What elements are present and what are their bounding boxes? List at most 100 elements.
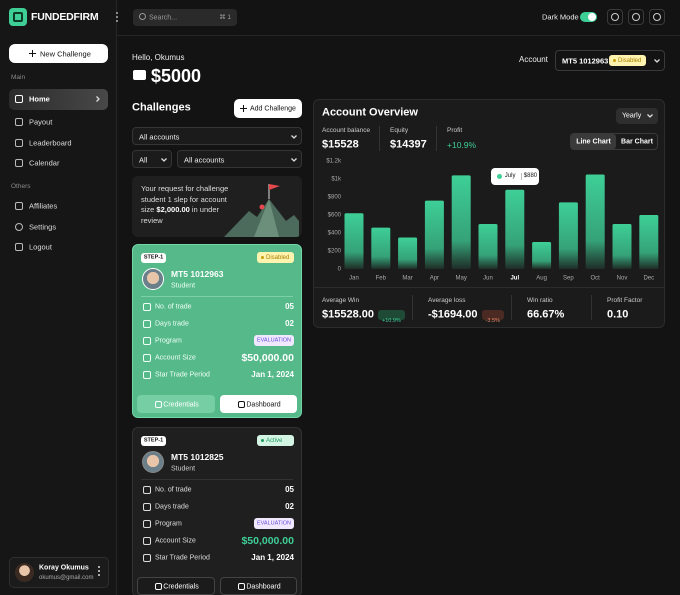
icon	[143, 486, 151, 494]
account-id: MT5 1012963	[562, 56, 609, 66]
icon-button[interactable]	[649, 9, 665, 25]
nav-active-bg[interactable]	[9, 89, 108, 110]
row-label: Days trade	[155, 503, 189, 511]
metric-label: Average loss	[428, 296, 466, 304]
icon	[15, 118, 23, 126]
icon	[143, 303, 151, 311]
nav-item[interactable]: Calendar	[29, 158, 60, 168]
metric-value: -$1694.00	[428, 308, 478, 321]
button-label: Credentials	[163, 401, 199, 408]
chevron	[654, 59, 660, 63]
bar	[451, 175, 471, 269]
button-label: Dashboard	[246, 401, 281, 408]
metric-label: Profit Factor	[607, 296, 643, 304]
dark-mode-label: Dark Mode	[542, 12, 579, 22]
nav-item[interactable]: Affiliates	[29, 201, 58, 211]
filter-select[interactable]: All	[132, 150, 172, 168]
metric-label: Average Win	[322, 296, 360, 304]
nav-item[interactable]: Logout	[29, 242, 52, 252]
icon-button[interactable]	[628, 9, 644, 25]
notice-text: Your request for challenge student 1 sle…	[141, 184, 239, 226]
select-value: All accounts	[184, 154, 225, 164]
avatar	[142, 268, 164, 290]
row-label: No. of trade	[155, 486, 192, 494]
status-dot	[613, 59, 616, 62]
status-badge: Disabled	[609, 55, 646, 66]
account-role: Student	[171, 465, 196, 473]
icon-button[interactable]	[607, 9, 623, 25]
step-badge: STEP-1	[141, 436, 166, 446]
program-text: EVALUATION	[256, 519, 292, 526]
toggle-option[interactable]: Line Chart	[576, 138, 611, 145]
nav-item[interactable]: Settings	[29, 222, 57, 232]
nav-item[interactable]: Leaderboard	[29, 138, 72, 148]
brand: FUNDEDFIRM	[31, 10, 99, 23]
notice-card: Your request for challenge student 1 sle…	[132, 176, 302, 237]
chart-toggle: Line Chart Bar Chart	[570, 133, 658, 150]
y-tick-label: $200	[328, 249, 342, 255]
plus-icon	[243, 105, 245, 112]
toggle-active[interactable]	[571, 134, 616, 149]
step-text: STEP-1	[143, 437, 164, 444]
nav-item[interactable]: Payout	[29, 117, 53, 127]
bar	[424, 200, 444, 269]
add-challenge-button[interactable]: Add Challenge	[234, 99, 302, 118]
icon	[143, 503, 151, 511]
search-placeholder: Search...	[149, 14, 178, 21]
sidebar-toggle[interactable]	[116, 12, 119, 22]
chevron	[291, 135, 297, 139]
divider	[591, 295, 592, 320]
stat-label: Equity	[390, 126, 409, 134]
icon	[15, 159, 23, 167]
metric-value: 0.10	[607, 308, 629, 321]
row-label: Program	[155, 520, 182, 528]
icon	[143, 337, 151, 345]
badge-text: -3.5%	[485, 318, 500, 324]
avatar	[15, 563, 34, 582]
chevron	[96, 96, 100, 102]
flag	[269, 184, 280, 190]
filter-select[interactable]: All accounts	[177, 150, 302, 168]
nav-item[interactable]: Home	[29, 94, 50, 104]
icon	[15, 243, 23, 251]
row-label: Program	[155, 337, 182, 345]
status-badge: Active	[257, 435, 294, 446]
user-box[interactable]: Koray Okumus okumus@gmail.com	[9, 557, 109, 588]
x-tick-label: Aug	[536, 276, 547, 282]
filter-select[interactable]: All accounts	[132, 127, 302, 145]
stat-label: Profit	[447, 126, 463, 134]
icon	[15, 202, 23, 210]
icon	[143, 354, 151, 362]
section-title: Challenges	[132, 101, 191, 114]
chevron	[161, 158, 167, 162]
card-button[interactable]: Credentials	[137, 395, 215, 413]
icon	[143, 520, 151, 528]
program-badge: EVALUATION	[254, 518, 294, 529]
account-select[interactable]: MT5 1012963 Disabled	[555, 50, 665, 71]
card-button[interactable]: Dashboard	[220, 577, 297, 595]
new-challenge-button[interactable]: New Challenge	[9, 44, 108, 63]
toggle-option[interactable]: Bar Chart	[621, 138, 653, 145]
toggle-knob	[588, 13, 596, 21]
chevron-path	[654, 59, 660, 63]
button-label: Credentials	[163, 583, 199, 590]
chevron	[647, 114, 653, 118]
x-tick-label: Dec	[643, 276, 654, 282]
plus-icon	[32, 50, 34, 57]
chevron-path	[161, 158, 167, 162]
x-tick-label: Feb	[376, 276, 387, 282]
user-menu[interactable]	[98, 566, 100, 576]
status-text: Disabled	[618, 57, 642, 64]
search-box[interactable]: Search... ⌘ 1	[133, 9, 237, 26]
account-id: MT5 1012825	[171, 451, 224, 462]
card-button[interactable]: Credentials	[137, 577, 215, 595]
y-tick-label: $800	[328, 195, 342, 201]
card-button[interactable]: Dashboard	[220, 395, 297, 413]
divider	[412, 295, 413, 320]
x-tick-label: Jun	[483, 276, 493, 282]
button-label: Dashboard	[246, 583, 281, 590]
y-tick-label: $600	[328, 213, 342, 219]
balance: $5000	[151, 66, 202, 86]
x-tick-label: May	[456, 276, 467, 282]
period-select[interactable]: Yearly	[616, 108, 658, 124]
